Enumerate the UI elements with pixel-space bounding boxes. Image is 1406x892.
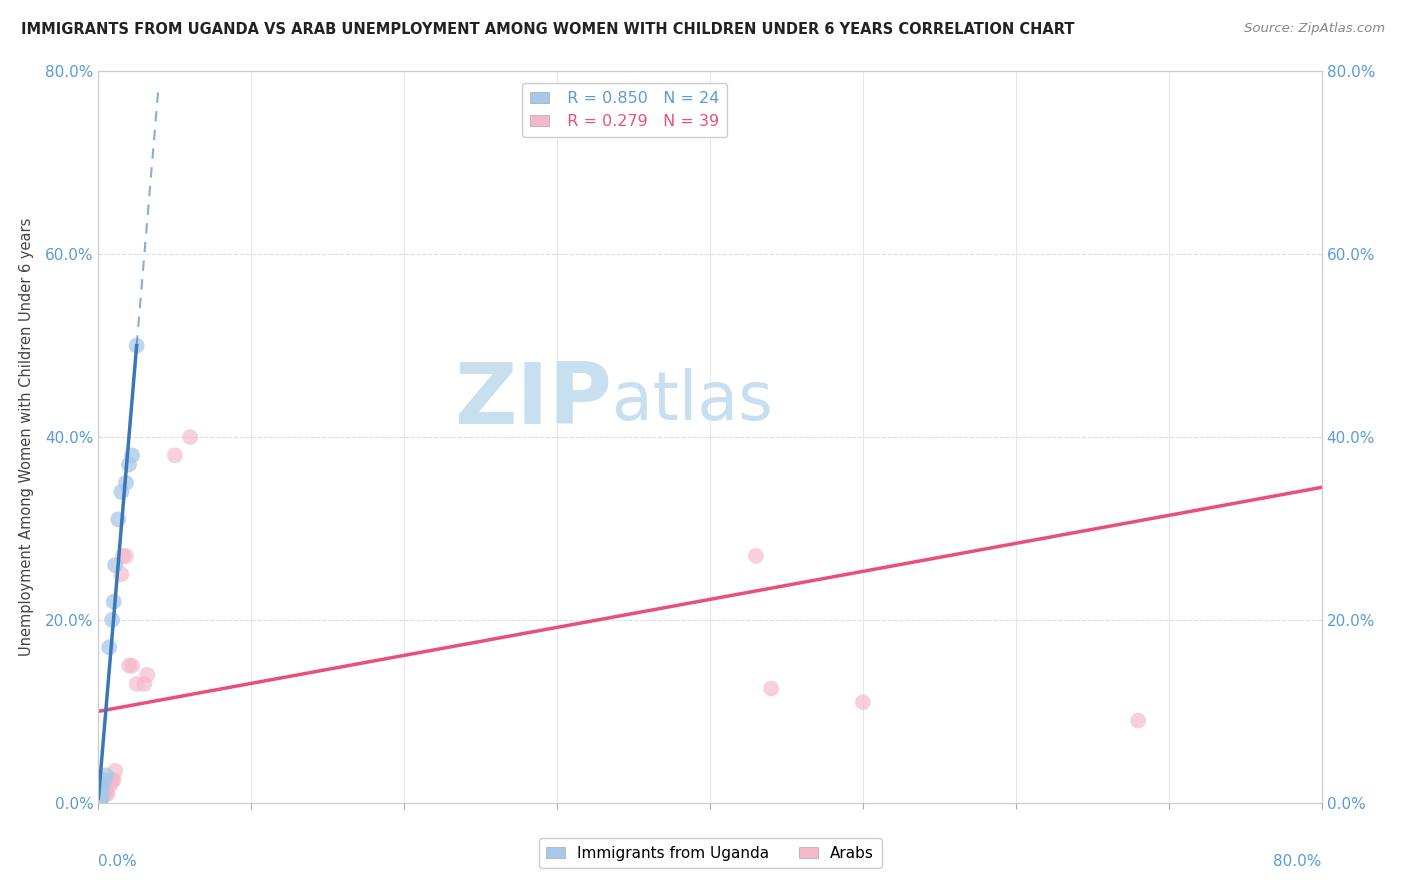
Point xyxy=(104,764,127,778)
Point xyxy=(89,787,111,801)
Point xyxy=(125,677,148,691)
Point xyxy=(103,594,125,608)
Point xyxy=(89,791,111,805)
Point xyxy=(179,430,201,444)
Point xyxy=(97,778,120,792)
Point xyxy=(110,567,132,582)
Point xyxy=(118,658,141,673)
Point xyxy=(101,613,124,627)
Point xyxy=(90,791,112,805)
Point xyxy=(98,640,121,655)
Point xyxy=(90,789,112,803)
Point xyxy=(118,458,141,472)
Text: Source: ZipAtlas.com: Source: ZipAtlas.com xyxy=(1244,22,1385,36)
Point xyxy=(89,775,111,789)
Point xyxy=(136,667,159,681)
Point xyxy=(89,791,111,805)
Point xyxy=(94,787,117,801)
Point xyxy=(91,778,114,792)
Point xyxy=(90,787,112,801)
Point xyxy=(90,787,112,801)
Point xyxy=(89,780,111,794)
Point xyxy=(93,787,115,801)
Point xyxy=(89,789,111,803)
Text: atlas: atlas xyxy=(612,368,773,434)
Point xyxy=(89,780,111,794)
Point xyxy=(103,772,125,787)
Point xyxy=(121,448,143,462)
Point xyxy=(89,782,111,797)
Point xyxy=(89,787,111,801)
Point xyxy=(852,695,875,709)
Point xyxy=(89,785,111,799)
Point xyxy=(163,448,186,462)
Point xyxy=(91,789,114,803)
Point xyxy=(121,658,143,673)
Point xyxy=(125,338,148,352)
Point xyxy=(110,485,132,500)
Text: ZIP: ZIP xyxy=(454,359,612,442)
Point xyxy=(89,787,111,801)
Point xyxy=(91,785,114,799)
Point xyxy=(90,791,112,805)
Text: 0.0%: 0.0% xyxy=(98,854,138,869)
Point xyxy=(89,791,111,805)
Point xyxy=(1128,714,1150,728)
Point xyxy=(101,772,124,787)
Point xyxy=(94,782,117,797)
Point xyxy=(89,782,111,797)
Text: 80.0%: 80.0% xyxy=(1274,854,1322,869)
Legend: Immigrants from Uganda, Arabs: Immigrants from Uganda, Arabs xyxy=(538,838,882,868)
Point xyxy=(89,791,111,805)
Point xyxy=(115,475,138,490)
Point xyxy=(100,778,122,792)
Point xyxy=(90,782,112,797)
Point xyxy=(94,768,117,782)
Point xyxy=(745,549,768,563)
Point xyxy=(104,558,127,573)
Point xyxy=(89,778,111,792)
Y-axis label: Unemployment Among Women with Children Under 6 years: Unemployment Among Women with Children U… xyxy=(18,218,34,657)
Point xyxy=(90,782,112,797)
Text: IMMIGRANTS FROM UGANDA VS ARAB UNEMPLOYMENT AMONG WOMEN WITH CHILDREN UNDER 6 YE: IMMIGRANTS FROM UGANDA VS ARAB UNEMPLOYM… xyxy=(21,22,1074,37)
Point xyxy=(134,677,156,691)
Point xyxy=(111,549,134,563)
Point xyxy=(107,512,129,526)
Point xyxy=(89,791,111,805)
Point xyxy=(93,782,115,797)
Point xyxy=(115,549,138,563)
Point xyxy=(759,681,782,696)
Point xyxy=(90,791,112,805)
Point xyxy=(93,772,115,787)
Point xyxy=(97,787,120,801)
